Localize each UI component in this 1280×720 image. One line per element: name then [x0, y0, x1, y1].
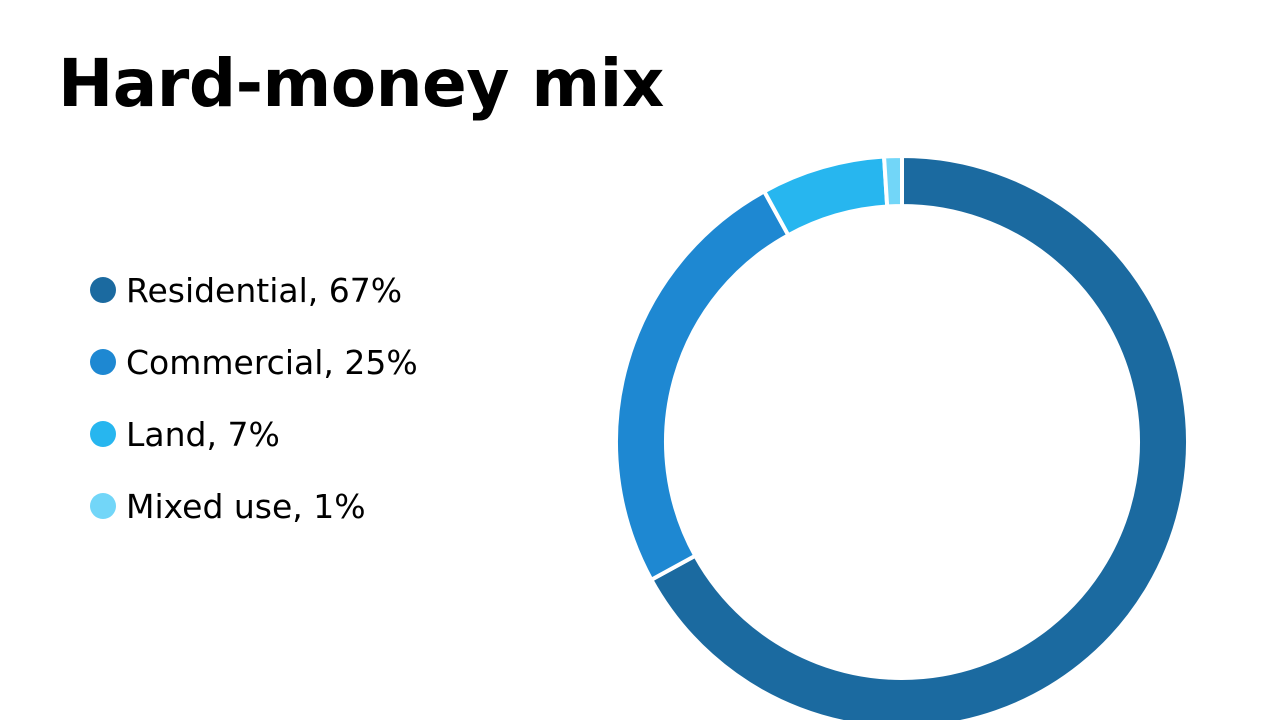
donut-slice-land [762, 154, 890, 238]
donut-slice-commercial [614, 189, 791, 582]
donut-slices [614, 154, 1190, 720]
legend-swatch-commercial [90, 349, 116, 375]
legend-label-commercial: Commercial, 25% [126, 342, 418, 382]
legend-label-land: Land, 7% [126, 414, 280, 454]
legend-item-commercial: Commercial, 25% [90, 326, 418, 398]
slide-title: Hard-money mix [58, 45, 664, 122]
chart-legend: Residential, 67% Commercial, 25% Land, 7… [90, 254, 418, 542]
legend-swatch-residential [90, 277, 116, 303]
legend-item-land: Land, 7% [90, 398, 418, 470]
legend-label-mixed-use: Mixed use, 1% [126, 486, 366, 526]
legend-item-residential: Residential, 67% [90, 254, 418, 326]
legend-swatch-mixed-use [90, 493, 116, 519]
legend-swatch-land [90, 421, 116, 447]
donut-slice-mixed-use [882, 154, 904, 209]
legend-item-mixed-use: Mixed use, 1% [90, 470, 418, 542]
legend-label-residential: Residential, 67% [126, 270, 403, 310]
donut-slice-residential [649, 154, 1190, 720]
